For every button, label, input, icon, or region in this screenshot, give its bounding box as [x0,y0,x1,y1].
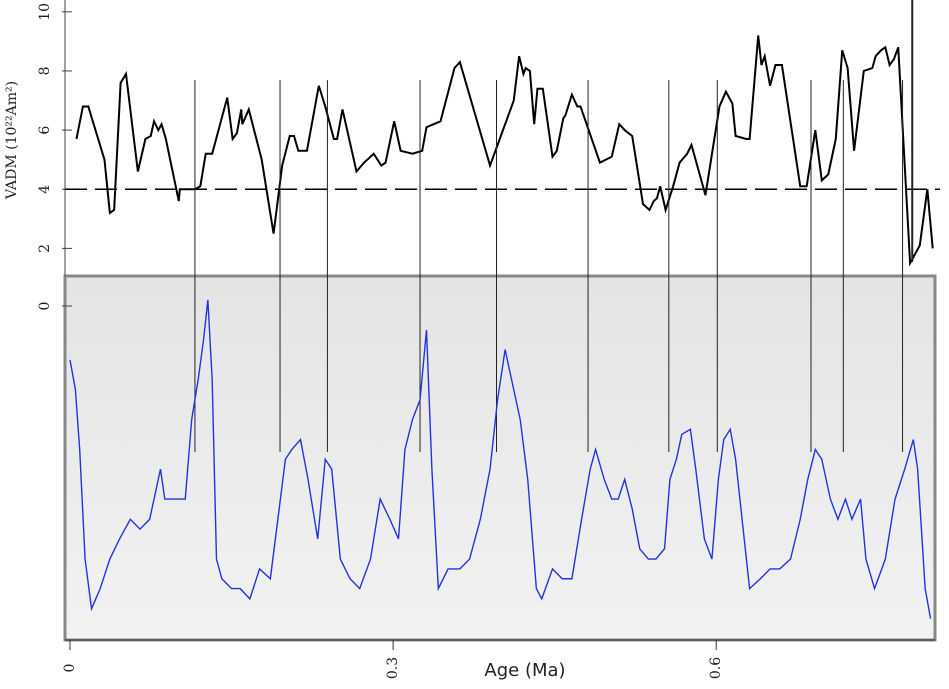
x-tick-label: 0.6 [708,657,724,679]
data-line [69,299,932,619]
y-axis-label: VADM (10²²Am²) [4,81,20,200]
y-tick-label: 2 [37,244,53,253]
data-line [75,35,934,267]
lower-panel [63,274,937,642]
y-tick-label: 8 [37,67,53,76]
y-tick-label: 6 [37,126,53,135]
y-tick-label: 10 [37,3,53,21]
x-axis-label: Age (Ma) [484,660,565,681]
x-tick-label: 0 [62,664,78,673]
y-tick-label: 0 [37,302,53,311]
y-tick-label: 4 [37,185,53,194]
x-tick-label: 0.3 [385,657,401,679]
